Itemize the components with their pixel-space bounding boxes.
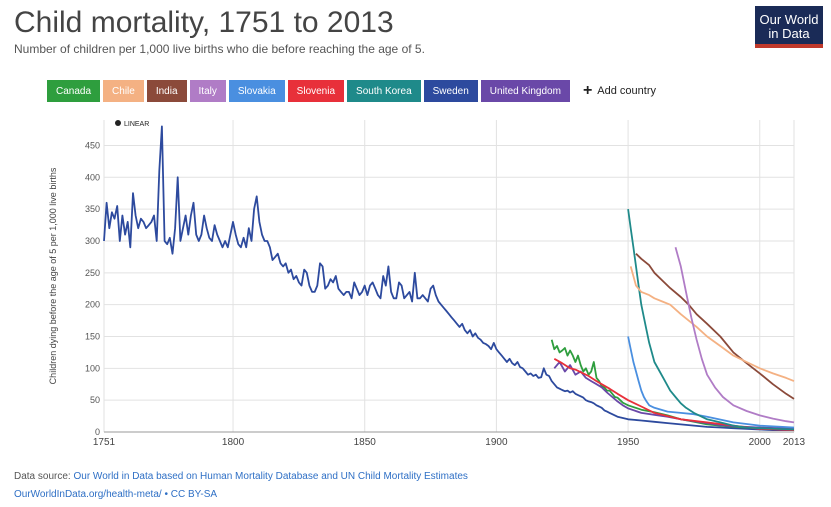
y-tick-label: 50	[90, 395, 100, 405]
y-tick-label: 350	[85, 204, 100, 214]
y-axis-label: Children dying before the age of 5 per 1…	[48, 167, 58, 384]
country-button[interactable]: India	[146, 80, 187, 102]
y-tick-label: 150	[85, 331, 100, 341]
owid-logo[interactable]: Our World in Data	[755, 6, 823, 48]
license-note: OurWorldInData.org/health-meta/ • CC BY-…	[14, 489, 217, 500]
country-button[interactable]: Canada	[47, 80, 101, 102]
y-tick-label: 400	[85, 172, 100, 182]
data-source-note: Data source: Our World in Data based on …	[14, 471, 468, 482]
scale-toggle-label[interactable]: LINEAR	[124, 121, 149, 128]
line-chart: 0 50 100 150 200 250 300 350 400 450 1751 1800 1850 1…	[48, 120, 806, 448]
x-tick-label: 1751	[93, 437, 116, 448]
y-tick-label: 200	[85, 300, 100, 310]
add-country-button[interactable]: + Add country	[583, 82, 656, 100]
logo-line-2: in Data	[768, 26, 810, 41]
x-tick-label: 1850	[354, 437, 377, 448]
x-tick-label: 2013	[783, 437, 806, 448]
country-button[interactable]: Slovakia	[228, 80, 285, 102]
add-country-label: Add country	[597, 85, 656, 97]
y-tick-label: 250	[85, 268, 100, 278]
scale-toggle-dot[interactable]	[115, 120, 121, 126]
series-line-italy[interactable]	[674, 247, 795, 424]
x-tick-label: 1950	[617, 437, 640, 448]
series-line-india[interactable]	[635, 253, 795, 400]
license-link[interactable]: OurWorldInData.org/health-meta/ • CC BY-…	[14, 489, 218, 500]
series-line-slovenia[interactable]	[553, 358, 795, 431]
country-button[interactable]: Italy	[189, 80, 226, 102]
y-tick-label: 0	[95, 427, 100, 437]
page-subtitle: Number of children per 1,000 live births…	[14, 42, 425, 56]
y-tick-label: 300	[85, 236, 100, 246]
country-selector: Canada Chile India Italy Slovakia Slovenia Sou…	[47, 80, 656, 102]
y-tick-label: 100	[85, 363, 100, 373]
page-title: Child mortality, 1751 to 2013	[14, 6, 394, 39]
logo-line-1: Our World	[759, 12, 819, 27]
source-label: Data source:	[14, 471, 71, 482]
plus-icon: +	[582, 82, 593, 99]
country-button[interactable]: Sweden	[423, 80, 478, 102]
country-button[interactable]: Slovenia	[287, 80, 345, 102]
x-tick-label: 1800	[222, 437, 245, 448]
x-tick-label: 2000	[749, 437, 772, 448]
logo-accent-bar	[755, 44, 823, 48]
country-button[interactable]: South Korea	[347, 80, 421, 102]
source-link[interactable]: Our World in Data based on Human Mortali…	[73, 471, 468, 482]
x-tick-label: 1900	[485, 437, 508, 448]
series-line-sweden[interactable]	[103, 125, 794, 431]
series-line-south-korea[interactable]	[627, 208, 795, 431]
series-line-slovakia[interactable]	[627, 336, 795, 429]
country-button[interactable]: United Kingdom	[480, 80, 570, 102]
y-tick-label: 450	[85, 140, 100, 150]
country-button[interactable]: Chile	[103, 80, 144, 102]
